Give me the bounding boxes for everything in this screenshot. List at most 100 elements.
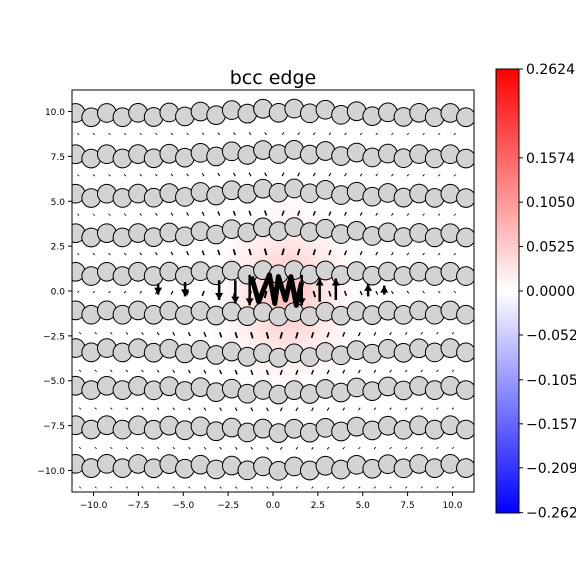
arrow bbox=[436, 446, 439, 450]
x-tick-label: 2.5 bbox=[311, 501, 325, 511]
arrow bbox=[263, 248, 268, 256]
atom-row bbox=[72, 375, 474, 405]
arrow bbox=[375, 212, 379, 216]
arrow bbox=[391, 173, 394, 177]
arrow bbox=[389, 369, 392, 373]
arrow bbox=[203, 446, 207, 450]
arrow bbox=[139, 213, 142, 216]
plot-area bbox=[72, 90, 474, 492]
arrow bbox=[279, 369, 283, 376]
arrow bbox=[248, 132, 252, 136]
arrow bbox=[404, 407, 408, 410]
arrow bbox=[78, 331, 82, 335]
arrow bbox=[110, 486, 113, 489]
arrow bbox=[438, 174, 441, 177]
arrow bbox=[203, 369, 207, 374]
arrow bbox=[94, 486, 97, 489]
arrow bbox=[78, 407, 82, 410]
arrow bbox=[234, 407, 238, 412]
atom-row bbox=[72, 453, 474, 481]
arrow bbox=[420, 331, 424, 335]
arrow bbox=[264, 172, 268, 177]
arrow bbox=[310, 369, 315, 375]
arrow bbox=[373, 407, 377, 411]
arrow bbox=[155, 132, 158, 136]
arrow bbox=[155, 212, 158, 216]
colorbar-tick-label: −0.262 bbox=[526, 506, 576, 522]
arrow bbox=[436, 407, 439, 410]
arrow bbox=[172, 369, 176, 374]
arrow bbox=[94, 369, 97, 373]
arrow bbox=[125, 446, 129, 450]
atom bbox=[456, 380, 474, 400]
arrow bbox=[232, 249, 237, 256]
arrow bbox=[125, 407, 129, 410]
arrow-head bbox=[215, 292, 224, 300]
arrow bbox=[438, 132, 441, 136]
arrow bbox=[94, 331, 97, 335]
arrow bbox=[141, 446, 144, 450]
arrow bbox=[108, 132, 111, 136]
y-tick-label: 5.0 bbox=[51, 198, 66, 208]
dislocation-core bbox=[249, 272, 305, 308]
arrow bbox=[110, 331, 113, 335]
arrow bbox=[343, 250, 348, 256]
arrow bbox=[248, 210, 252, 216]
arrow bbox=[375, 173, 378, 177]
arrow bbox=[295, 332, 299, 339]
arrow bbox=[78, 446, 82, 450]
arrow bbox=[78, 369, 82, 372]
arrow bbox=[235, 486, 238, 489]
atom bbox=[456, 458, 474, 478]
arrow bbox=[373, 369, 377, 373]
colorbar-tick-label: 0.1574 bbox=[526, 151, 575, 167]
arrow bbox=[404, 369, 408, 373]
colorbar-tick-label: 0.2624 bbox=[526, 62, 575, 78]
y-tick-label: −7.5 bbox=[43, 422, 65, 432]
arrow bbox=[250, 332, 254, 339]
y-tick-label: 10.0 bbox=[45, 108, 65, 118]
arrow bbox=[203, 407, 207, 411]
atom bbox=[456, 148, 474, 169]
arrow bbox=[422, 252, 425, 256]
arrow bbox=[311, 446, 314, 450]
arrow bbox=[77, 290, 80, 294]
arrow bbox=[281, 210, 285, 216]
arrow bbox=[328, 290, 332, 297]
atom bbox=[456, 266, 474, 286]
arrow bbox=[123, 213, 127, 216]
arrow bbox=[391, 252, 394, 256]
arrow bbox=[201, 132, 205, 136]
arrow bbox=[406, 290, 410, 294]
y-tick-label: 2.5 bbox=[51, 243, 65, 253]
arrow bbox=[406, 252, 410, 256]
arrow bbox=[342, 332, 346, 337]
atom-row bbox=[72, 178, 474, 208]
arrow bbox=[156, 331, 160, 336]
arrow bbox=[217, 211, 221, 216]
arrow bbox=[186, 173, 189, 177]
arrow bbox=[123, 132, 127, 136]
arrow bbox=[312, 210, 316, 216]
arrow bbox=[328, 249, 332, 256]
arrow bbox=[342, 407, 346, 411]
arrow bbox=[295, 407, 299, 412]
arrow bbox=[406, 173, 410, 177]
atoms-layer bbox=[72, 98, 474, 481]
arrow bbox=[281, 132, 285, 136]
arrow bbox=[172, 446, 175, 450]
x-axis-ticks: −10.0 −7.5 −5.0 −2.5 0.0 2.5 5.0 7.5 10.0 bbox=[80, 492, 463, 511]
arrow bbox=[451, 407, 455, 410]
arrow bbox=[172, 407, 176, 411]
y-tick-label: −5.0 bbox=[43, 377, 65, 387]
colorbar-tick-label: 0.0525 bbox=[526, 240, 575, 256]
atom bbox=[456, 419, 474, 440]
arrow bbox=[264, 210, 268, 216]
arrow bbox=[326, 407, 330, 411]
x-tick-label: 10.0 bbox=[442, 501, 462, 511]
atom-row bbox=[72, 98, 474, 128]
arrow bbox=[342, 486, 345, 489]
arrow bbox=[437, 252, 441, 256]
arrow bbox=[250, 486, 254, 489]
arrow bbox=[391, 212, 394, 216]
